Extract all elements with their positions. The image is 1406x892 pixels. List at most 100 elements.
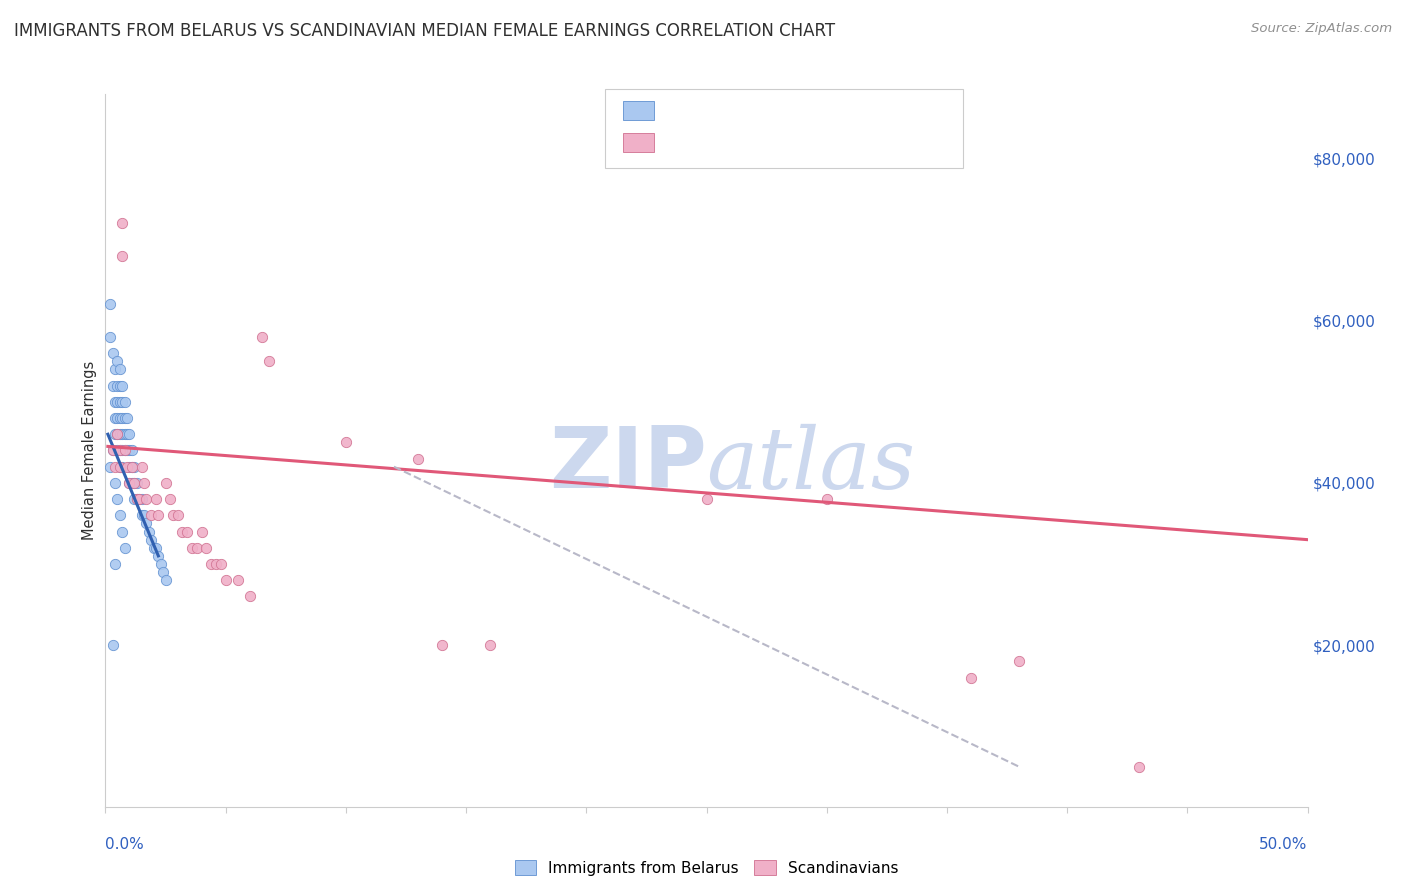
Point xyxy=(107,411,129,425)
Point xyxy=(131,492,153,507)
Point xyxy=(101,638,124,652)
Point xyxy=(114,411,136,425)
Point xyxy=(107,492,129,507)
Point xyxy=(111,249,134,263)
Point xyxy=(430,638,453,652)
Point xyxy=(111,216,134,230)
Point xyxy=(128,492,150,507)
Point xyxy=(108,394,131,409)
Point xyxy=(239,590,262,604)
Point xyxy=(155,475,177,490)
Point xyxy=(128,492,150,507)
Point xyxy=(125,475,148,490)
Point xyxy=(108,443,131,458)
Point xyxy=(172,524,194,539)
Point xyxy=(104,427,127,442)
Point xyxy=(138,524,160,539)
Point xyxy=(205,557,228,571)
Point xyxy=(108,362,131,376)
Point xyxy=(101,346,124,360)
Point xyxy=(176,524,198,539)
Point xyxy=(118,443,141,458)
Point xyxy=(139,508,162,523)
Point xyxy=(101,443,124,458)
Point xyxy=(125,492,148,507)
Point xyxy=(114,443,136,458)
Point xyxy=(108,459,131,474)
Point xyxy=(139,533,162,547)
Point xyxy=(114,541,136,555)
Point xyxy=(124,492,146,507)
Point xyxy=(121,459,143,474)
Point xyxy=(181,541,204,555)
Point xyxy=(98,330,121,344)
Point xyxy=(142,541,165,555)
Point xyxy=(107,427,129,442)
Point xyxy=(107,394,129,409)
Point xyxy=(104,394,127,409)
Point xyxy=(815,492,838,507)
Point xyxy=(118,475,141,490)
Point xyxy=(121,459,143,474)
Point xyxy=(135,516,157,531)
Point xyxy=(115,443,138,458)
Point xyxy=(257,354,280,368)
Point xyxy=(111,411,134,425)
Point xyxy=(335,435,357,450)
Point xyxy=(1128,760,1150,774)
Point xyxy=(107,427,129,442)
Point xyxy=(406,451,429,466)
Point xyxy=(108,508,131,523)
Point xyxy=(114,443,136,458)
Point xyxy=(107,443,129,458)
Point xyxy=(118,475,141,490)
Point xyxy=(101,378,124,392)
Point xyxy=(98,459,121,474)
Point xyxy=(115,427,138,442)
Point xyxy=(111,427,134,442)
Point xyxy=(125,492,148,507)
Text: 50.0%: 50.0% xyxy=(1260,837,1308,852)
Text: R = -0.243   N = 47: R = -0.243 N = 47 xyxy=(662,135,825,150)
Point xyxy=(131,508,153,523)
Point xyxy=(111,524,134,539)
Point xyxy=(155,573,177,587)
Point xyxy=(145,541,167,555)
Point xyxy=(250,330,273,344)
Point xyxy=(186,541,208,555)
Point xyxy=(696,492,718,507)
Point xyxy=(104,411,127,425)
Point xyxy=(132,508,155,523)
Point xyxy=(118,459,141,474)
Point xyxy=(115,411,138,425)
Point xyxy=(114,394,136,409)
Point xyxy=(104,557,127,571)
Text: ZIP: ZIP xyxy=(548,423,707,507)
Point xyxy=(195,541,218,555)
Point xyxy=(111,378,134,392)
Point xyxy=(108,411,131,425)
Point xyxy=(159,492,181,507)
Point xyxy=(131,459,153,474)
Point xyxy=(226,573,249,587)
Point xyxy=(118,427,141,442)
Point xyxy=(145,492,167,507)
Point xyxy=(104,475,127,490)
Point xyxy=(214,573,236,587)
Point xyxy=(166,508,188,523)
Point xyxy=(108,427,131,442)
Point xyxy=(479,638,502,652)
Point xyxy=(101,443,124,458)
Point xyxy=(121,443,143,458)
Point xyxy=(209,557,232,571)
Text: Source: ZipAtlas.com: Source: ZipAtlas.com xyxy=(1251,22,1392,36)
Point xyxy=(115,459,138,474)
Legend: Immigrants from Belarus, Scandinavians: Immigrants from Belarus, Scandinavians xyxy=(509,854,904,881)
Point xyxy=(152,565,174,579)
Point xyxy=(135,492,157,507)
Text: atlas: atlas xyxy=(707,424,915,506)
Point xyxy=(121,475,143,490)
Point xyxy=(148,549,170,563)
Point xyxy=(111,394,134,409)
Point xyxy=(124,475,146,490)
